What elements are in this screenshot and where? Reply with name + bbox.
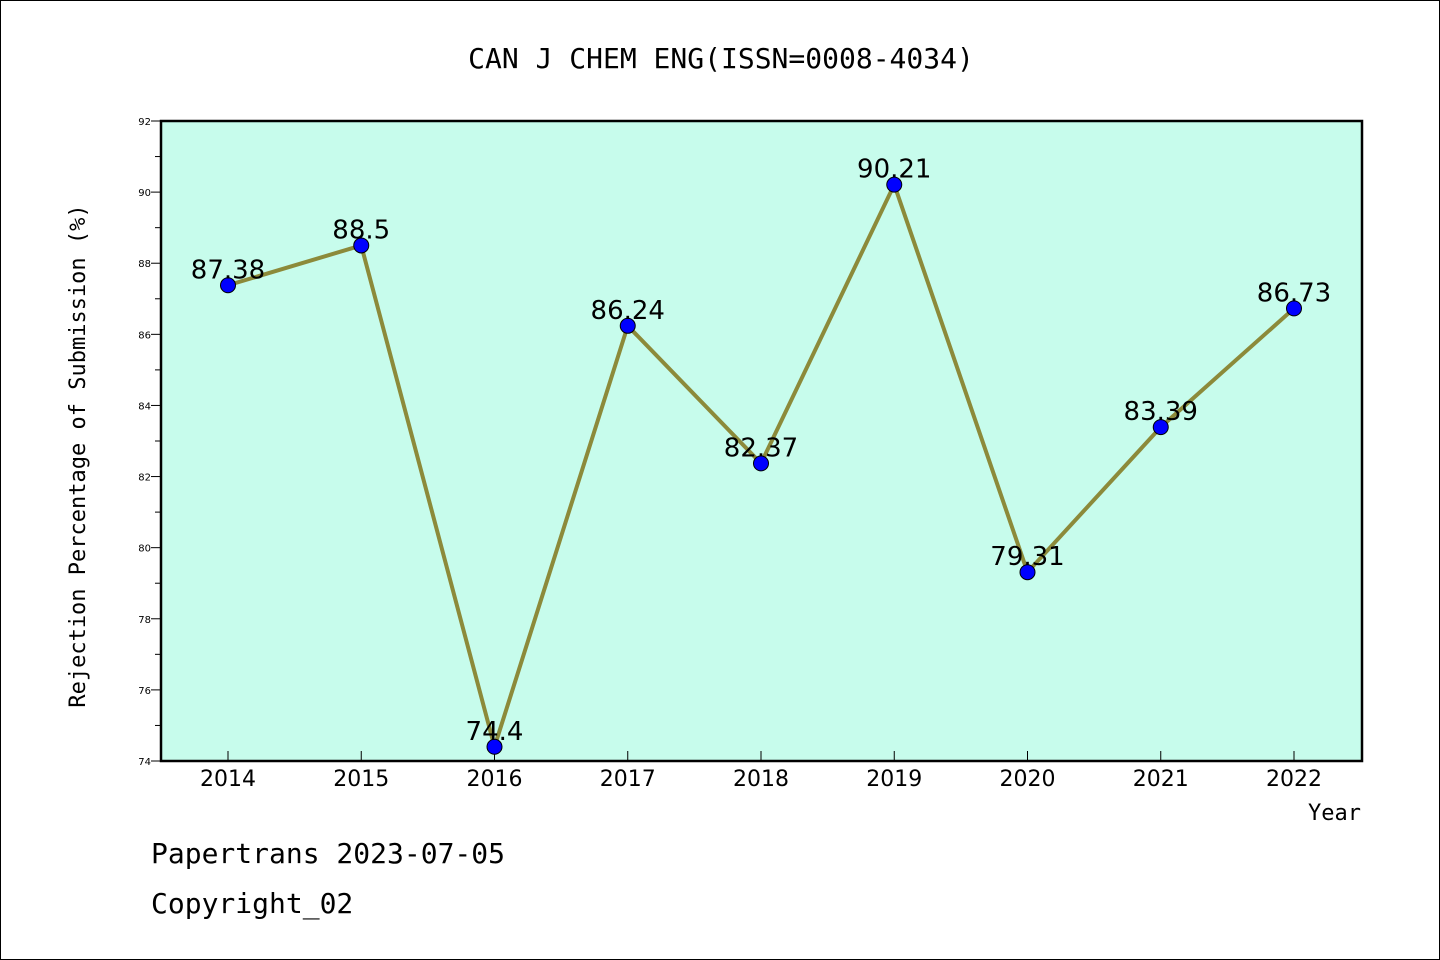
y-tick-label: 92 bbox=[138, 117, 151, 128]
data-point bbox=[1286, 300, 1302, 317]
y-axis-ticks: 74 76 78 80 82 84 86 88 90 92 bbox=[138, 117, 161, 768]
data-point bbox=[886, 176, 903, 193]
x-tick-label: 2018 bbox=[733, 767, 789, 792]
y-tick-label: 86 bbox=[138, 330, 151, 341]
y-tick-label: 74 bbox=[138, 757, 151, 768]
data-labels: 87.38 88.5 74.4 86.24 82.37 90.21 79.31 83.39 86… bbox=[191, 155, 1331, 747]
data-point bbox=[353, 237, 370, 254]
x-tick-label: 2020 bbox=[1000, 767, 1056, 792]
data-point bbox=[486, 738, 503, 755]
y-tick-label: 78 bbox=[138, 615, 151, 626]
x-axis-ticks: 2014 2015 2016 2017 2018 2019 2020 2021 2022 bbox=[200, 751, 1322, 792]
y-tick-label: 84 bbox=[138, 401, 151, 412]
y-tick-label: 88 bbox=[138, 259, 151, 270]
data-label: 74.4 bbox=[466, 717, 524, 747]
footer-source-date: Papertrans 2023-07-05 bbox=[151, 837, 506, 870]
x-tick-label: 2015 bbox=[333, 767, 389, 792]
plot-area bbox=[159, 119, 1364, 763]
data-markers bbox=[220, 176, 1302, 755]
x-tick-label: 2022 bbox=[1266, 767, 1322, 792]
data-label: 90.21 bbox=[857, 155, 931, 185]
data-label: 86.24 bbox=[591, 296, 665, 326]
data-label: 82.37 bbox=[724, 433, 798, 463]
y-tick-label: 90 bbox=[138, 188, 151, 199]
x-tick-label: 2016 bbox=[467, 767, 523, 792]
y-tick-label: 76 bbox=[138, 686, 151, 697]
x-tick-label: 2014 bbox=[200, 767, 256, 792]
data-point bbox=[619, 317, 636, 334]
data-label: 87.38 bbox=[191, 255, 265, 285]
data-point bbox=[1152, 419, 1169, 436]
chart-title: CAN J CHEM ENG(ISSN=0008-4034) bbox=[468, 42, 974, 75]
data-point bbox=[753, 455, 769, 472]
footer-copyright: Copyright_02 bbox=[151, 887, 354, 920]
x-tick-label: 2017 bbox=[600, 767, 656, 792]
data-label: 86.73 bbox=[1257, 278, 1331, 308]
x-axis-label: Year bbox=[1308, 801, 1361, 826]
data-label: 79.31 bbox=[990, 542, 1064, 572]
y-tick-label: 82 bbox=[138, 473, 151, 484]
data-label: 83.39 bbox=[1124, 397, 1198, 427]
y-tick-label: 80 bbox=[138, 544, 151, 555]
data-point bbox=[1019, 564, 1036, 581]
y-axis-label: Rejection Percentage of Submission (%) bbox=[66, 204, 91, 707]
data-point bbox=[220, 277, 236, 294]
x-tick-label: 2021 bbox=[1133, 767, 1189, 792]
x-tick-label: 2019 bbox=[866, 767, 922, 792]
data-label: 88.5 bbox=[332, 215, 390, 245]
